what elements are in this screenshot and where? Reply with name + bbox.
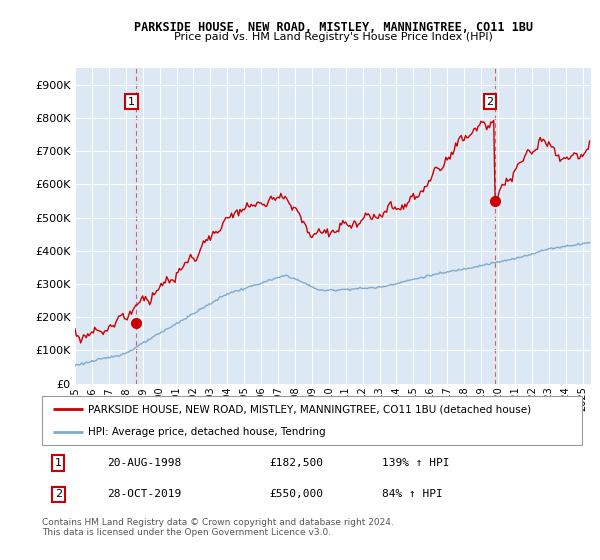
Text: Contains HM Land Registry data © Crown copyright and database right 2024.
This d: Contains HM Land Registry data © Crown c… <box>42 518 394 538</box>
Text: £182,500: £182,500 <box>269 458 323 468</box>
Text: 2: 2 <box>487 96 494 106</box>
FancyBboxPatch shape <box>42 396 582 445</box>
Text: 139% ↑ HPI: 139% ↑ HPI <box>382 458 450 468</box>
Text: 28-OCT-2019: 28-OCT-2019 <box>107 489 181 500</box>
Text: PARKSIDE HOUSE, NEW ROAD, MISTLEY, MANNINGTREE, CO11 1BU: PARKSIDE HOUSE, NEW ROAD, MISTLEY, MANNI… <box>134 21 533 34</box>
Text: £550,000: £550,000 <box>269 489 323 500</box>
Text: PARKSIDE HOUSE, NEW ROAD, MISTLEY, MANNINGTREE, CO11 1BU (detached house): PARKSIDE HOUSE, NEW ROAD, MISTLEY, MANNI… <box>88 404 531 414</box>
Text: 20-AUG-1998: 20-AUG-1998 <box>107 458 181 468</box>
Text: Price paid vs. HM Land Registry's House Price Index (HPI): Price paid vs. HM Land Registry's House … <box>173 32 493 42</box>
Text: 84% ↑ HPI: 84% ↑ HPI <box>382 489 443 500</box>
Text: 2: 2 <box>55 489 62 500</box>
Text: 1: 1 <box>128 96 135 106</box>
Text: 1: 1 <box>55 458 62 468</box>
Text: HPI: Average price, detached house, Tendring: HPI: Average price, detached house, Tend… <box>88 427 326 437</box>
